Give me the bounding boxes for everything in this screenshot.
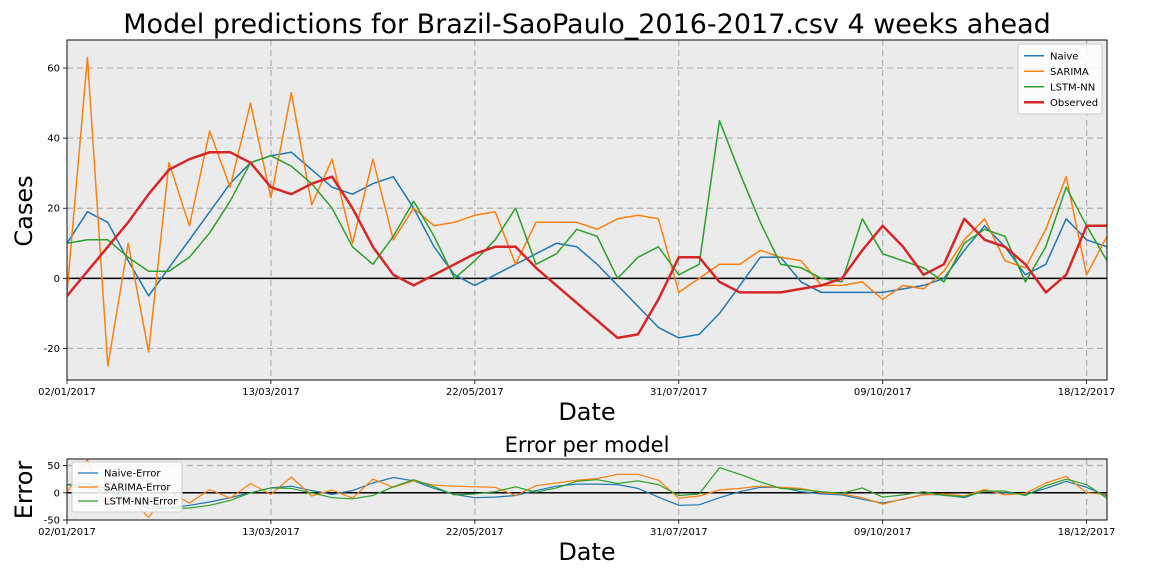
y-tick-label: 20 — [47, 204, 60, 215]
legend-box — [71, 461, 183, 513]
predictions-x-label: Date — [558, 398, 615, 426]
error-plot-frame — [66, 458, 1108, 521]
predictions-legend: Naive SARIMA LSTM-NN Observed — [1017, 43, 1103, 115]
legend-label: Observed — [1050, 98, 1098, 109]
x-tick-label: 13/03/2017 — [242, 387, 300, 398]
legend-label: LSTM-NN-Error — [104, 497, 178, 508]
predictions-series — [67, 56, 1107, 367]
x-tick-label: 18/12/2017 — [1058, 527, 1116, 538]
error-x-ticks: 02/01/2017 13/03/2017 22/05/2017 31/07/2017… — [38, 520, 1115, 538]
error-series — [67, 459, 1107, 518]
error-y-ticks: -50 0 50 — [44, 461, 67, 527]
series-line-sarima-error — [67, 459, 1107, 518]
x-tick-label: 18/12/2017 — [1058, 387, 1116, 398]
series-line-observed — [67, 150, 1107, 340]
error-legend: Naive-Error SARIMA-Error LSTM-NN-Error — [71, 461, 183, 513]
y-tick-label: 40 — [47, 134, 60, 145]
x-tick-label: 13/03/2017 — [242, 527, 300, 538]
predictions-x-ticks: 02/01/2017 13/03/2017 22/05/2017 31/07/2017… — [38, 380, 1115, 398]
x-tick-label: 22/05/2017 — [446, 387, 504, 398]
x-tick-label: 22/05/2017 — [446, 527, 504, 538]
predictions-title: Model predictions for Brazil-SaoPaulo_20… — [123, 9, 1051, 40]
x-tick-label: 31/07/2017 — [650, 527, 708, 538]
legend-label: Naive-Error — [104, 469, 161, 480]
predictions-y-label: Cases — [10, 175, 38, 246]
legend-label: SARIMA — [1050, 67, 1089, 78]
legend-label: LSTM-NN — [1050, 82, 1095, 93]
predictions-plot-frame — [66, 39, 1108, 381]
predictions-plot-area — [66, 39, 1108, 381]
x-tick-label: 31/07/2017 — [650, 387, 708, 398]
legend-label: SARIMA-Error — [104, 483, 171, 494]
x-tick-label: 09/10/2017 — [854, 527, 912, 538]
error-chart: -50 0 50 02/01/2017 13/03/2017 22/05/2017 31/… — [10, 433, 1115, 566]
error-x-label: Date — [558, 538, 615, 566]
x-tick-label: 09/10/2017 — [854, 387, 912, 398]
predictions-y-ticks: -20 0 20 40 60 — [44, 64, 67, 355]
series-line-sarima — [67, 56, 1107, 367]
predictions-chart: -20 0 20 40 60 02/01/2017 13/03/2017 22/05/201… — [10, 9, 1115, 426]
legend-box — [1017, 43, 1103, 115]
y-tick-label: 0 — [54, 274, 60, 285]
error-plot-area — [66, 458, 1108, 521]
y-tick-label: -20 — [44, 344, 60, 355]
error-title: Error per model — [505, 433, 670, 457]
series-line-lstm-nn — [67, 119, 1107, 283]
y-tick-label: -50 — [44, 516, 60, 527]
series-line-naive — [67, 151, 1107, 339]
x-tick-label: 02/01/2017 — [38, 387, 96, 398]
y-tick-label: 60 — [47, 64, 60, 75]
y-tick-label: 0 — [54, 488, 60, 499]
y-tick-label: 50 — [47, 461, 60, 472]
legend-label: Naive — [1050, 51, 1078, 62]
error-y-label: Error — [10, 461, 38, 520]
series-line-lstm-nn-error — [67, 467, 1107, 510]
x-tick-label: 02/01/2017 — [38, 527, 96, 538]
